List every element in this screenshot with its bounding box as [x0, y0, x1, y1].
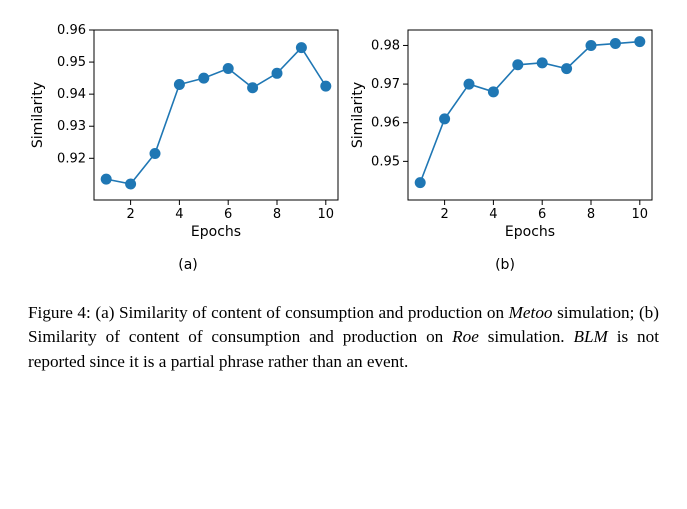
svg-text:4: 4 — [489, 207, 497, 222]
chart-a-sublabel: (a) — [178, 257, 198, 273]
svg-text:0.92: 0.92 — [57, 151, 86, 166]
svg-text:0.93: 0.93 — [57, 119, 86, 134]
svg-text:2: 2 — [440, 207, 448, 222]
svg-text:0.95: 0.95 — [371, 154, 400, 169]
svg-text:Epochs: Epochs — [505, 224, 555, 240]
svg-text:Similarity: Similarity — [30, 82, 46, 148]
caption-fig-number: Figure 4: — [28, 303, 91, 322]
svg-text:4: 4 — [175, 207, 183, 222]
chart-b-cell: 2 4 6 8 10 0.95 0.96 0.97 0.98 Epochs Similarity (… — [348, 20, 662, 273]
svg-text:0.98: 0.98 — [371, 38, 400, 53]
svg-text:0.94: 0.94 — [57, 87, 86, 102]
chart-svg: 2 4 6 8 10 0.92 0.93 0.94 0.95 0.96 Epochs Similari… — [28, 20, 348, 250]
svg-text:6: 6 — [538, 207, 546, 222]
svg-text:0.95: 0.95 — [57, 55, 86, 70]
caption-p3: simulation. — [479, 327, 574, 346]
svg-text:2: 2 — [126, 207, 134, 222]
caption-p1: (a) Similarity of content of consumption… — [91, 303, 509, 322]
svg-text:0.96: 0.96 — [371, 116, 400, 131]
chart-b: 2 4 6 8 10 0.95 0.96 0.97 0.98 Epochs Similarity — [348, 20, 662, 255]
svg-text:10: 10 — [318, 207, 335, 222]
svg-text:Epochs: Epochs — [191, 224, 241, 240]
svg-text:0.97: 0.97 — [371, 77, 400, 92]
figure-caption: Figure 4: (a) Similarity of content of c… — [28, 301, 659, 374]
svg-text:6: 6 — [224, 207, 232, 222]
svg-text:8: 8 — [587, 207, 595, 222]
figure-4: 2 4 6 8 10 0.92 0.93 0.94 0.95 0.96 Epochs Similari… — [28, 20, 659, 374]
chart-a-cell: 2 4 6 8 10 0.92 0.93 0.94 0.95 0.96 Epochs Similari… — [28, 20, 348, 273]
svg-text:Similarity: Similarity — [350, 82, 366, 148]
caption-i3: BLM — [573, 327, 607, 346]
chart-a: 2 4 6 8 10 0.92 0.93 0.94 0.95 0.96 Epochs Similari… — [28, 20, 348, 255]
svg-text:10: 10 — [632, 207, 649, 222]
svg-text:8: 8 — [273, 207, 281, 222]
chart-svg: 2 4 6 8 10 0.95 0.96 0.97 0.98 Epochs Similarity — [348, 20, 662, 250]
caption-i1: Metoo — [509, 303, 553, 322]
svg-text:0.96: 0.96 — [57, 23, 86, 38]
caption-i2: Roe — [452, 327, 479, 346]
chart-b-sublabel: (b) — [495, 257, 515, 273]
charts-row: 2 4 6 8 10 0.92 0.93 0.94 0.95 0.96 Epochs Similari… — [28, 20, 659, 273]
